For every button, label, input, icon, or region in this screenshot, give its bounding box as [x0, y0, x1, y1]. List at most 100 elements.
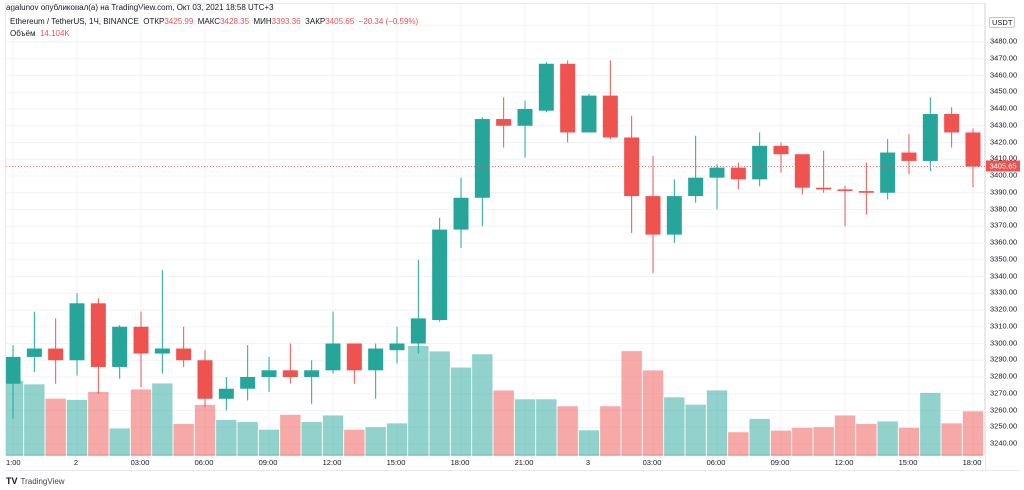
volume-bar: [941, 423, 962, 456]
price-tick-label: 3370.00: [990, 220, 1018, 230]
close-label: ЗАКР: [305, 17, 326, 26]
volume-bar: [834, 415, 856, 456]
volume-bar: [365, 427, 386, 456]
candle-body: [901, 152, 917, 161]
candle-body: [48, 348, 64, 361]
open-label: ОТКР: [143, 17, 165, 26]
volume-bar: [237, 422, 258, 456]
candle-body: [453, 197, 469, 230]
candle-body: [816, 187, 832, 190]
volume-bar: [472, 354, 493, 456]
time-tick-label: 18:00: [962, 458, 982, 467]
tradingview-logo-icon: TV: [6, 476, 18, 486]
candle-body: [325, 343, 341, 371]
volume-bar: [514, 399, 536, 456]
price-tick-label: 3460.00: [990, 70, 1018, 79]
candle-body: [6, 356, 21, 384]
volume-bar: [493, 390, 514, 456]
volume-bar: [386, 423, 408, 456]
time-tick-label: 18:00: [450, 458, 470, 467]
high-label: МАКС: [197, 17, 221, 26]
candle-body: [560, 63, 576, 133]
price-tick-label: 3270.00: [990, 388, 1018, 398]
time-tick-label: 2: [73, 458, 79, 467]
candle-body: [218, 388, 234, 399]
candle-body: [624, 137, 640, 197]
change-value: −20.34 (−0.59%): [358, 17, 419, 26]
candle-body: [837, 189, 853, 192]
candle-body: [645, 196, 661, 235]
volume-bar: [216, 419, 237, 456]
currency-button[interactable]: USDT: [989, 17, 1016, 28]
candle-body: [880, 152, 896, 193]
price-tick-label: 3320.00: [990, 304, 1018, 314]
current-price-label: 3405.65: [986, 160, 1020, 172]
volume-bar: [813, 427, 834, 456]
volume-bar: [130, 389, 152, 456]
low-label: МИН: [253, 17, 272, 26]
candle-body: [197, 360, 213, 399]
volume-bar: [109, 428, 130, 456]
price-tick-label: 3340.00: [990, 271, 1018, 280]
volume-bar: [600, 406, 621, 456]
volume-bar: [898, 427, 920, 456]
price-tick-label: 3350.00: [990, 254, 1018, 264]
candle-body: [752, 145, 768, 180]
volume-bar: [536, 399, 557, 456]
symbol-label: Ethereum / TetherUS, 1Ч, BINANCE: [10, 17, 139, 26]
time-axis-border: [5, 470, 1020, 471]
chart-pane[interactable]: [5, 3, 986, 456]
tradingview-logo[interactable]: TV TradingView: [6, 476, 65, 486]
candle-body: [90, 303, 106, 367]
volume-bar: [6, 380, 24, 456]
volume-bar: [685, 404, 706, 456]
volume-bar: [344, 429, 365, 456]
volume-bar: [877, 421, 898, 456]
candle-body: [965, 132, 981, 167]
time-tick-label: 06:00: [194, 458, 214, 467]
volume-bar: [450, 367, 472, 456]
time-tick-label: 21:00: [514, 458, 534, 467]
candle-body: [304, 370, 320, 377]
candle-body: [794, 154, 810, 188]
low-value: 3393.36: [271, 17, 301, 26]
candle-body: [389, 343, 405, 351]
price-tick-label: 3450.00: [990, 86, 1018, 96]
candle-body: [154, 348, 170, 354]
candle-body: [730, 167, 746, 180]
price-tick-label: 3240.00: [990, 438, 1018, 448]
volume-label: Объём: [10, 29, 36, 38]
price-tick-label: 3390.00: [990, 187, 1018, 197]
price-axis-border: [985, 3, 986, 470]
price-tick-label: 3260.00: [990, 405, 1018, 414]
volume-bar: [194, 404, 216, 456]
time-tick-label: 06:00: [706, 458, 726, 467]
volume-bar: [24, 384, 45, 456]
candle-body: [410, 318, 426, 344]
volume-bar: [578, 430, 600, 456]
price-tick-label: 3310.00: [990, 321, 1018, 331]
volume-bar: [301, 422, 322, 456]
time-tick-label: 15:00: [386, 458, 406, 467]
volume-bar: [322, 415, 344, 456]
price-tick-label: 3280.00: [990, 371, 1018, 381]
time-tick-label: 09:00: [770, 458, 790, 467]
price-tick-label: 3440.00: [990, 103, 1018, 113]
volume-bar: [920, 392, 941, 456]
volume-bar: [962, 411, 984, 456]
volume-bar: [152, 383, 173, 456]
volume-bar: [408, 346, 429, 456]
candle-body: [496, 119, 512, 126]
volume-bar: [642, 370, 664, 456]
price-tick-label: 3300.00: [990, 338, 1018, 347]
candle-body: [240, 377, 256, 389]
candle-body: [368, 348, 384, 371]
volume-legend: Объём 14.104K: [10, 29, 70, 38]
candle-body: [112, 326, 128, 367]
time-tick-label: 12:00: [322, 458, 342, 467]
volume-bar: [770, 430, 792, 456]
ohlc-legend: Ethereum / TetherUS, 1Ч, BINANCE ОТКР342…: [10, 17, 418, 26]
candle-body: [261, 370, 277, 377]
price-tick-label: 3380.00: [990, 204, 1018, 213]
volume-bar: [557, 406, 578, 456]
